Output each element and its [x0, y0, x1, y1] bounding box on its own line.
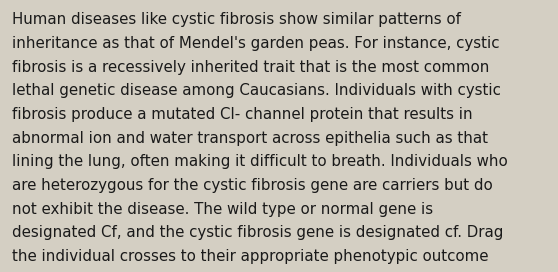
- Text: designated Cf, and the cystic fibrosis gene is designated cf. Drag: designated Cf, and the cystic fibrosis g…: [12, 225, 504, 240]
- Text: Human diseases like cystic fibrosis show similar patterns of: Human diseases like cystic fibrosis show…: [12, 12, 461, 27]
- Text: the individual crosses to their appropriate phenotypic outcome: the individual crosses to their appropri…: [12, 249, 489, 264]
- Text: not exhibit the disease. The wild type or normal gene is: not exhibit the disease. The wild type o…: [12, 202, 434, 217]
- Text: lining the lung, often making it difficult to breath. Individuals who: lining the lung, often making it difficu…: [12, 154, 508, 169]
- Text: inheritance as that of Mendel's garden peas. For instance, cystic: inheritance as that of Mendel's garden p…: [12, 36, 500, 51]
- Text: fibrosis is a recessively inherited trait that is the most common: fibrosis is a recessively inherited trai…: [12, 60, 490, 75]
- Text: abnormal ion and water transport across epithelia such as that: abnormal ion and water transport across …: [12, 131, 488, 146]
- Text: lethal genetic disease among Caucasians. Individuals with cystic: lethal genetic disease among Caucasians.…: [12, 83, 501, 98]
- Text: are heterozygous for the cystic fibrosis gene are carriers but do: are heterozygous for the cystic fibrosis…: [12, 178, 493, 193]
- Text: fibrosis produce a mutated Cl- channel protein that results in: fibrosis produce a mutated Cl- channel p…: [12, 107, 473, 122]
